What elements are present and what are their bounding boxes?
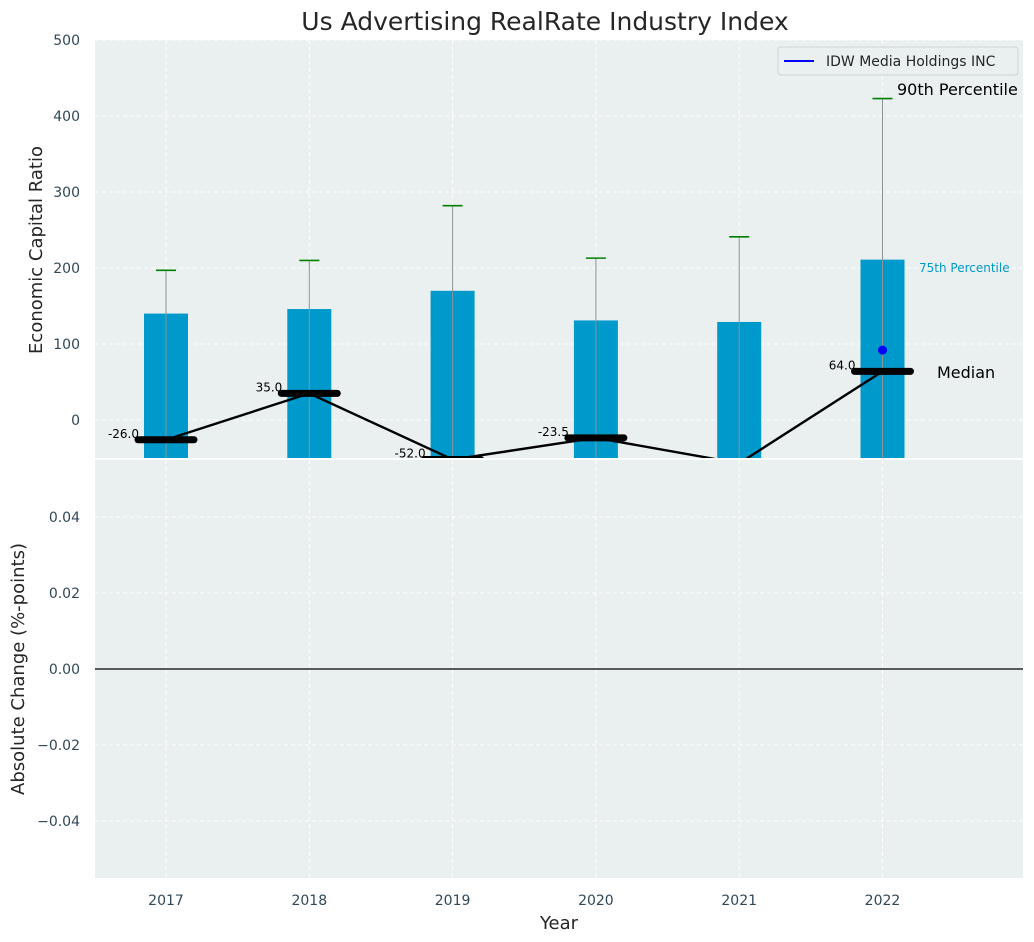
bottom-grid [95, 460, 1023, 878]
median-value-label: 64.0 [829, 358, 856, 372]
x-tick-label: 2022 [865, 893, 901, 909]
top-y-tick-label: 300 [53, 185, 80, 201]
p90-annotation: 90th Percentile [897, 80, 1018, 99]
x-tick-label: 2017 [148, 893, 184, 909]
legend[interactable]: IDW Media Holdings INC [777, 46, 1019, 76]
top-y-tick-label: 400 [53, 109, 80, 125]
x-ticks: 2017 2018 2019 2020 2021 2022 [148, 893, 900, 909]
legend-box [777, 46, 1019, 76]
median-value-label: 35.0 [256, 380, 283, 394]
bottom-y-ticks: −0.04 −0.02 0.00 0.02 0.04 [37, 510, 80, 830]
p75-annotation: 75th Percentile [919, 261, 1010, 275]
bottom-y-tick-label: −0.04 [37, 814, 80, 830]
top-y-axis-label: Economic Capital Ratio [26, 146, 47, 354]
x-tick-label: 2019 [435, 893, 471, 909]
top-y-tick-label: 200 [53, 261, 80, 277]
x-axis-label: Year [539, 913, 579, 934]
x-tick-label: 2020 [578, 893, 614, 909]
bottom-y-tick-label: 0.04 [49, 510, 80, 526]
bottom-y-tick-label: 0.02 [49, 586, 80, 602]
chart-title: Us Advertising RealRate Industry Index [301, 7, 788, 36]
bottom-y-tick-label: 0.00 [49, 662, 80, 678]
median-value-label: -52.0 [395, 447, 426, 461]
top-y-tick-label: 100 [53, 337, 80, 353]
top-y-tick-label: 500 [53, 33, 80, 49]
top-median: -26.0 35.0 -52.0 -23.5 64.0 [108, 345, 914, 461]
company-point [878, 345, 887, 355]
median-value-label: -26.0 [108, 427, 139, 441]
x-tick-label: 2018 [291, 893, 327, 909]
bottom-y-tick-label: −0.02 [37, 738, 80, 754]
x-tick-label: 2021 [721, 893, 757, 909]
bottom-panel: −0.04 −0.02 0.00 0.02 0.04 Absolute Change (… [8, 460, 1023, 934]
bottom-y-axis-label: Absolute Change (%-points) [8, 543, 29, 795]
top-grid [95, 39, 1023, 458]
median-annotation: Median [937, 363, 995, 382]
top-y-tick-label: 0 [71, 413, 80, 429]
top-y-ticks: 0 100 200 300 400 500 [53, 33, 80, 429]
top-whiskers [156, 97, 893, 458]
top-panel: -26.0 35.0 -52.0 -23.5 64.0 0 100 200 300 400 500… [26, 33, 1023, 461]
median-line [165, 370, 884, 458]
legend-label: IDW Media Holdings INC [826, 54, 996, 70]
median-value-label: -23.5 [538, 425, 569, 439]
